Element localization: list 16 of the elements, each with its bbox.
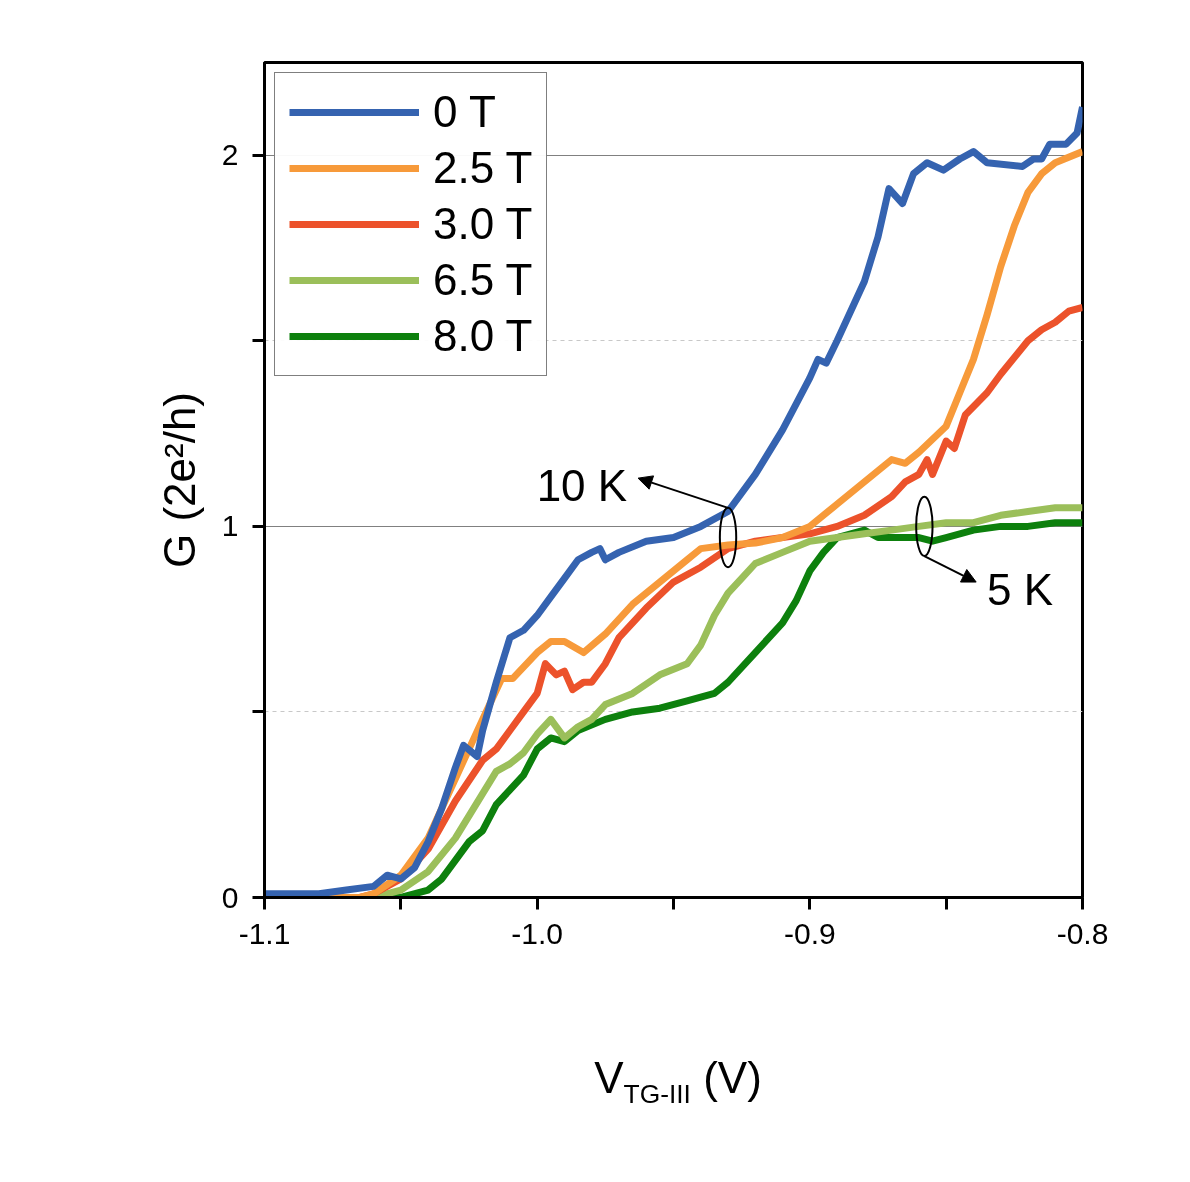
annotation: 10 K — [536, 461, 628, 511]
legend-label: 2.5 T — [433, 143, 533, 193]
y-axis-title: G (2e²/h) — [154, 391, 204, 569]
legend-label: 3.0 T — [433, 199, 533, 249]
x-tick-label: -0.9 — [783, 916, 836, 950]
y-tick-label: 0 — [221, 880, 239, 914]
legend-label: 6.5 T — [433, 255, 533, 305]
legend-label: 8.0 T — [433, 311, 533, 361]
legend-label: 0 T — [433, 87, 496, 137]
y-tick-label: 1 — [221, 509, 239, 543]
annotation: 5 K — [987, 564, 1054, 614]
x-tick-label: -1.0 — [511, 916, 564, 950]
x-tick-label: -1.1 — [238, 916, 291, 950]
x-tick-label: -0.8 — [1056, 916, 1109, 950]
y-tick-label: 2 — [221, 138, 239, 172]
x-axis-title: V$_{TG-III}$ (V) — [593, 1052, 763, 1111]
